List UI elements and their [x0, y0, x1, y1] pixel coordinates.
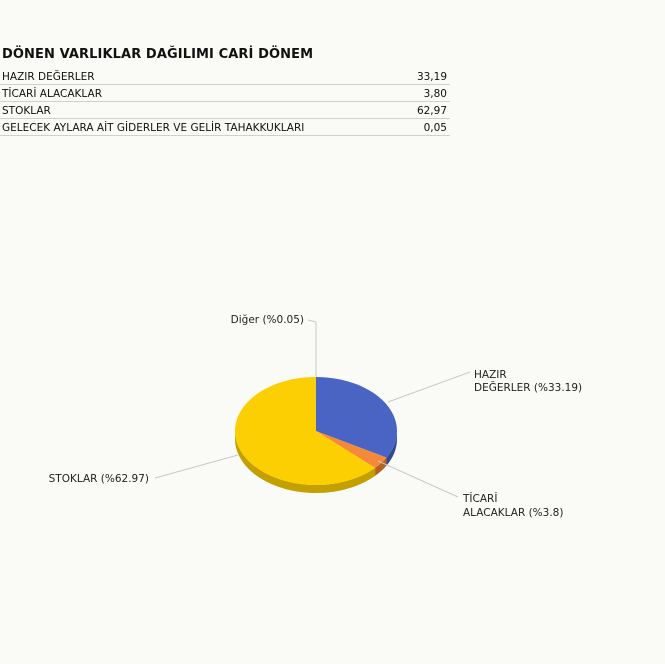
pie-side-2: [235, 431, 376, 493]
pie-slice-0: [316, 377, 397, 458]
table-row: STOKLAR 62,97: [0, 101, 450, 119]
slice-label-2: STOKLAR (%62.97): [49, 473, 149, 485]
row-value: 3,80: [403, 84, 450, 102]
table-row: TİCARİ ALACAKLAR 3,80: [0, 84, 450, 102]
table-row: GELECEK AYLARA AİT GİDERLER VE GELİR TAH…: [0, 118, 450, 136]
pie-slice-2: [234, 377, 376, 485]
page-title: DÖNEN VARLIKLAR DAĞILIMI CARİ DÖNEM: [2, 47, 314, 62]
slice-label-0: HAZIR: [474, 369, 507, 381]
leader-line-2: [154, 454, 239, 479]
slice-label-1: TİCARİ: [462, 492, 497, 505]
row-label: GELECEK AYLARA AİT GİDERLER VE GELİR TAH…: [0, 118, 404, 136]
pie-side-0: [386, 431, 397, 466]
row-label: STOKLAR: [0, 101, 404, 119]
row-label: HAZIR DEĞERLER: [0, 68, 404, 85]
leader-line-3: [307, 319, 317, 377]
leader-line-0: [387, 371, 471, 403]
data-table: HAZIR DEĞERLER 33,19 TİCARİ ALACAKLAR 3,…: [0, 68, 450, 136]
pie-side-1: [375, 457, 387, 476]
slice-label-1: ALACAKLAR (%3.8): [463, 507, 563, 519]
leader-line-1: [377, 460, 459, 498]
row-label: TİCARİ ALACAKLAR: [0, 84, 404, 102]
pie-slice-1: [316, 431, 387, 468]
slice-label-3: Diğer (%0.05): [231, 314, 304, 326]
table-row: HAZIR DEĞERLER 33,19: [0, 68, 450, 85]
slice-label-0: DEĞERLER (%33.19): [474, 381, 582, 394]
row-value: 33,19: [403, 68, 450, 85]
row-value: 0,05: [403, 118, 450, 136]
row-value: 62,97: [403, 101, 450, 119]
